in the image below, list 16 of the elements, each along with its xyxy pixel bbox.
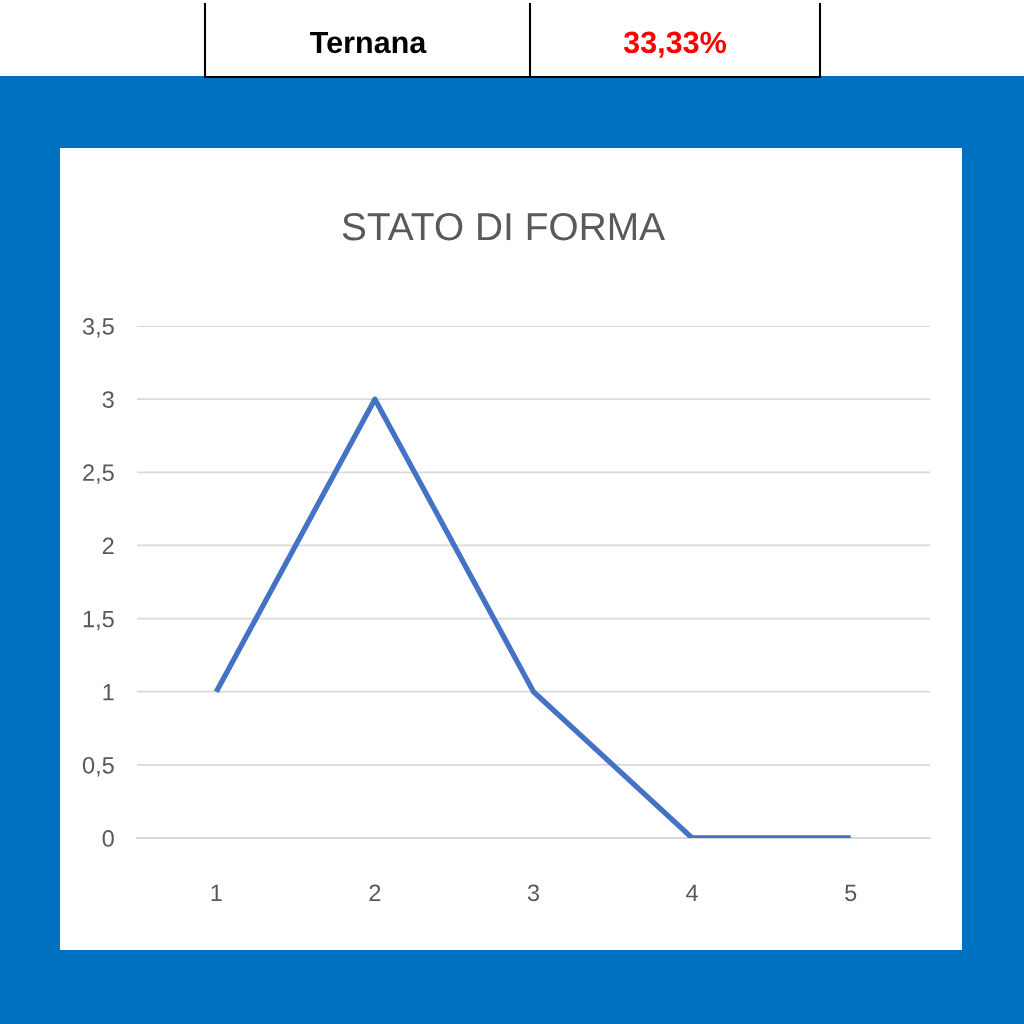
chart-title: STATO DI FORMA <box>342 212 665 241</box>
x-tick-label: 3 <box>527 884 540 902</box>
y-tick-label: 3 <box>102 391 114 408</box>
x-tick-label: 5 <box>845 884 857 902</box>
y-tick-label: 3,5 <box>82 318 114 338</box>
y-tick-label: 1,5 <box>83 610 114 631</box>
y-tick-label: 2,5 <box>83 464 114 484</box>
x-tick-label: 2 <box>369 884 381 901</box>
text: 33,33% <box>623 31 727 58</box>
y-tick-label: 0 <box>102 830 114 847</box>
y-tick-label: 1 <box>103 684 114 701</box>
y-tick-label: 0,5 <box>82 756 114 777</box>
x-tick-label: 4 <box>686 884 698 901</box>
text: Ternana <box>310 31 427 54</box>
x-tick-label: 1 <box>211 884 222 901</box>
y-tick-label: 2 <box>102 537 114 554</box>
